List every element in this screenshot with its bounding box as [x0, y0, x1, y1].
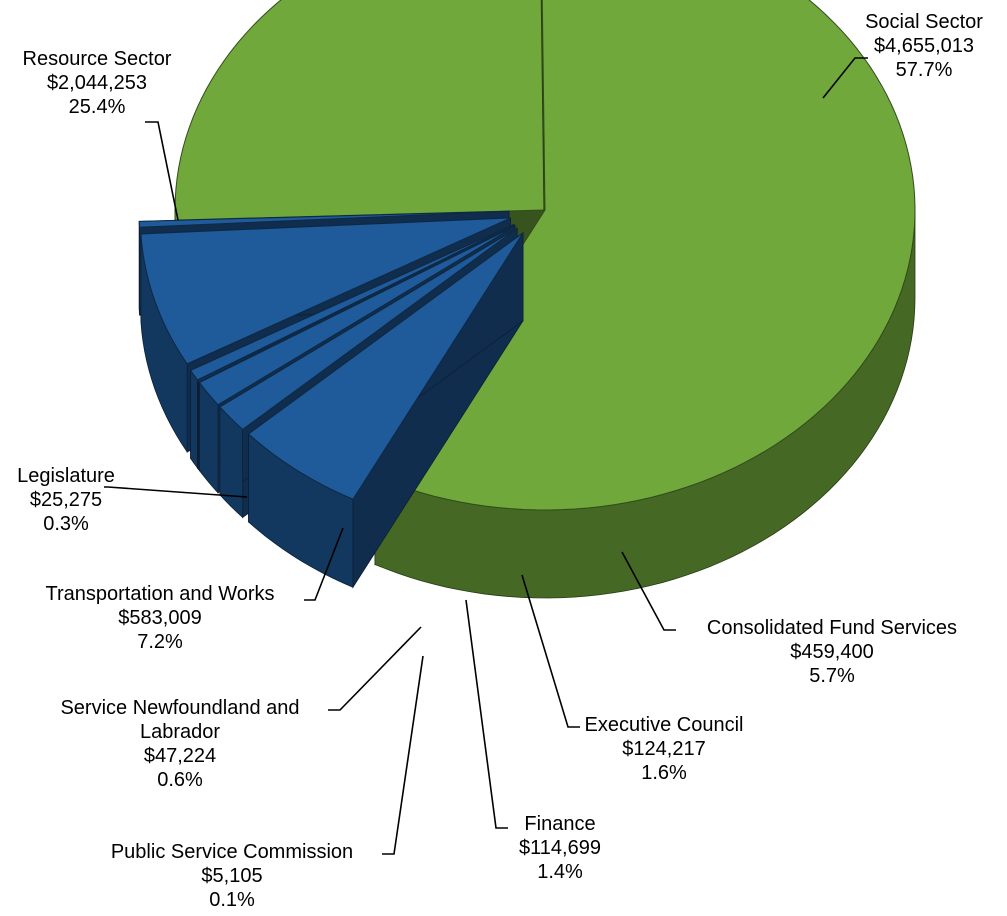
slice-name: Transportation and Works	[46, 583, 275, 605]
slice-consolidated-fund-services	[247, 231, 524, 589]
slice-value: $25,275	[30, 489, 102, 511]
slice-percent: 0.3%	[43, 513, 89, 535]
slice-value: $124,217	[622, 738, 705, 760]
leader-social-sector	[822, 57, 868, 99]
label-transportation-and-works: Transportation and Works $583,009 7.2%	[46, 583, 275, 653]
label-finance: Finance $114,699 1.4%	[519, 813, 601, 883]
label-social-sector: Social Sector $4,655,013 57.7%	[865, 11, 983, 81]
slice-percent: 1.6%	[641, 762, 687, 784]
label-service-newfoundland-and-labrador: Service Newfoundland and Labrador $47,224 0…	[60, 697, 299, 791]
slice-rim	[190, 369, 198, 470]
slice-value: $5,105	[201, 865, 262, 887]
label-resource-sector: Resource Sector $2,044,253 25.4%	[23, 48, 172, 118]
slice-top	[138, 210, 510, 228]
slice-value: $2,044,253	[47, 72, 147, 94]
label-consolidated-fund-services: Consolidated Fund Services $459,400 5.7%	[707, 617, 957, 687]
slice-percent: 25.4%	[69, 96, 126, 118]
slice-rim	[197, 379, 199, 471]
label-executive-council: Executive Council $124,217 1.6%	[585, 714, 744, 784]
slice-top	[174, 0, 546, 221]
slice-percent: 57.7%	[896, 59, 953, 81]
slice-name: Legislature	[17, 465, 115, 487]
leader-public-service-commission	[382, 655, 424, 855]
label-legislature: Legislature $25,275 0.3%	[17, 465, 115, 535]
slice-percent: 5.7%	[809, 665, 855, 687]
slice-name: Finance	[524, 813, 595, 835]
slice-top	[197, 224, 515, 383]
label-public-service-commission: Public Service Commission $5,105 0.1%	[111, 841, 353, 911]
leader-legislature	[104, 486, 248, 498]
slice-name: Social Sector	[865, 11, 983, 33]
slice-percent: 0.6%	[157, 769, 203, 791]
slice-value: $114,699	[519, 837, 601, 859]
leader-consolidated-fund-services	[621, 551, 676, 631]
slice-name: Service Newfoundland and	[60, 697, 299, 719]
slice-value: $459,400	[790, 641, 873, 663]
slice-name: Consolidated Fund Services	[707, 617, 957, 639]
slice-value: $47,224	[144, 745, 216, 767]
leader-executive-council	[521, 574, 580, 728]
slice-top	[374, 0, 916, 511]
slice-percent: 1.4%	[537, 861, 583, 883]
slice-top	[140, 217, 511, 365]
slice-name: Executive Council	[585, 714, 744, 736]
leader-transportation-and-works	[304, 527, 344, 601]
leader-service-newfoundland-and-labrador	[328, 626, 422, 711]
slice-name: Resource Sector	[23, 48, 172, 70]
leader-finance	[465, 599, 508, 829]
leader-resource-sector	[145, 121, 179, 221]
slice-value: $583,009	[118, 607, 201, 629]
slice-name: Public Service Commission	[111, 841, 353, 863]
pie-slices	[138, 0, 916, 599]
leader-lines	[104, 57, 868, 855]
slice-top	[198, 225, 516, 406]
slice-labels: Social Sector $4,655,013 57.7% Consolidated…	[17, 11, 983, 911]
slice-value: $4,655,013	[874, 35, 974, 57]
slice-top	[247, 232, 524, 500]
slice-percent: 7.2%	[137, 631, 183, 653]
slice-name: Labrador	[140, 721, 220, 743]
slice-percent: 0.1%	[209, 889, 255, 911]
slice-top	[219, 227, 518, 431]
